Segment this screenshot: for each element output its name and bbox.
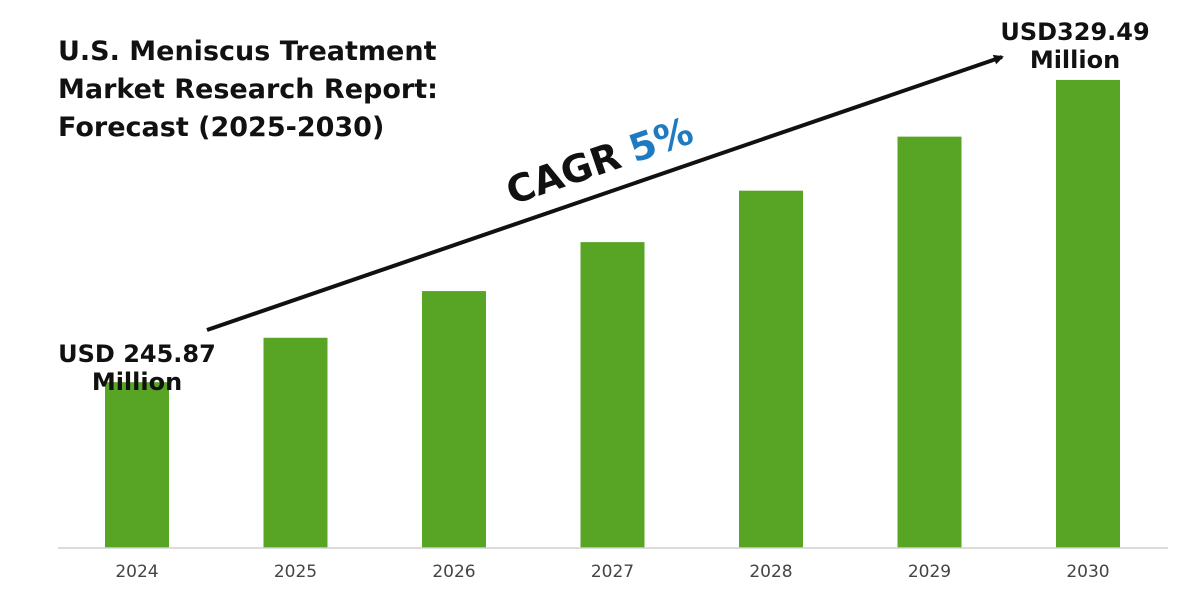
bar-2028 bbox=[739, 190, 803, 549]
bar-2026 bbox=[422, 291, 486, 548]
chart-title-line-2: Market Research Report: bbox=[58, 74, 438, 105]
bar-2027 bbox=[580, 242, 645, 548]
end-unit: Million bbox=[1029, 46, 1121, 74]
bar-2029 bbox=[897, 136, 962, 548]
end-value: USD329.49 bbox=[1000, 18, 1150, 46]
x-tick-2029: 2029 bbox=[908, 562, 951, 582]
x-tick-2026: 2026 bbox=[432, 562, 475, 582]
x-tick-2030: 2030 bbox=[1066, 562, 1109, 582]
cagr-arrow bbox=[206, 54, 1004, 332]
chart-title-line-3: Forecast (2025-2030) bbox=[58, 112, 385, 143]
bar-2025 bbox=[263, 337, 328, 548]
end-value-callout: USD329.49 Million bbox=[990, 18, 1160, 74]
chart-title-line-1: U.S. Meniscus Treatment bbox=[58, 36, 437, 67]
x-tick-2028: 2028 bbox=[749, 562, 792, 582]
start-value-callout: USD 245.87 Million bbox=[52, 340, 222, 396]
cagr-value: 5% bbox=[623, 109, 698, 172]
x-tick-2024: 2024 bbox=[115, 562, 158, 582]
x-tick-2027: 2027 bbox=[591, 562, 634, 582]
bar-2024 bbox=[105, 382, 169, 548]
start-value: USD 245.87 bbox=[58, 340, 216, 368]
cagr-annotation: CAGR5% bbox=[501, 109, 699, 214]
bar-2030 bbox=[1056, 79, 1120, 548]
start-unit: Million bbox=[91, 368, 183, 396]
cagr-label: CAGR bbox=[501, 134, 627, 214]
bars-group bbox=[105, 79, 1120, 549]
x-tick-labels: 2024 2025 2026 2027 2028 2029 2030 bbox=[115, 562, 1109, 582]
x-tick-2025: 2025 bbox=[274, 562, 317, 582]
